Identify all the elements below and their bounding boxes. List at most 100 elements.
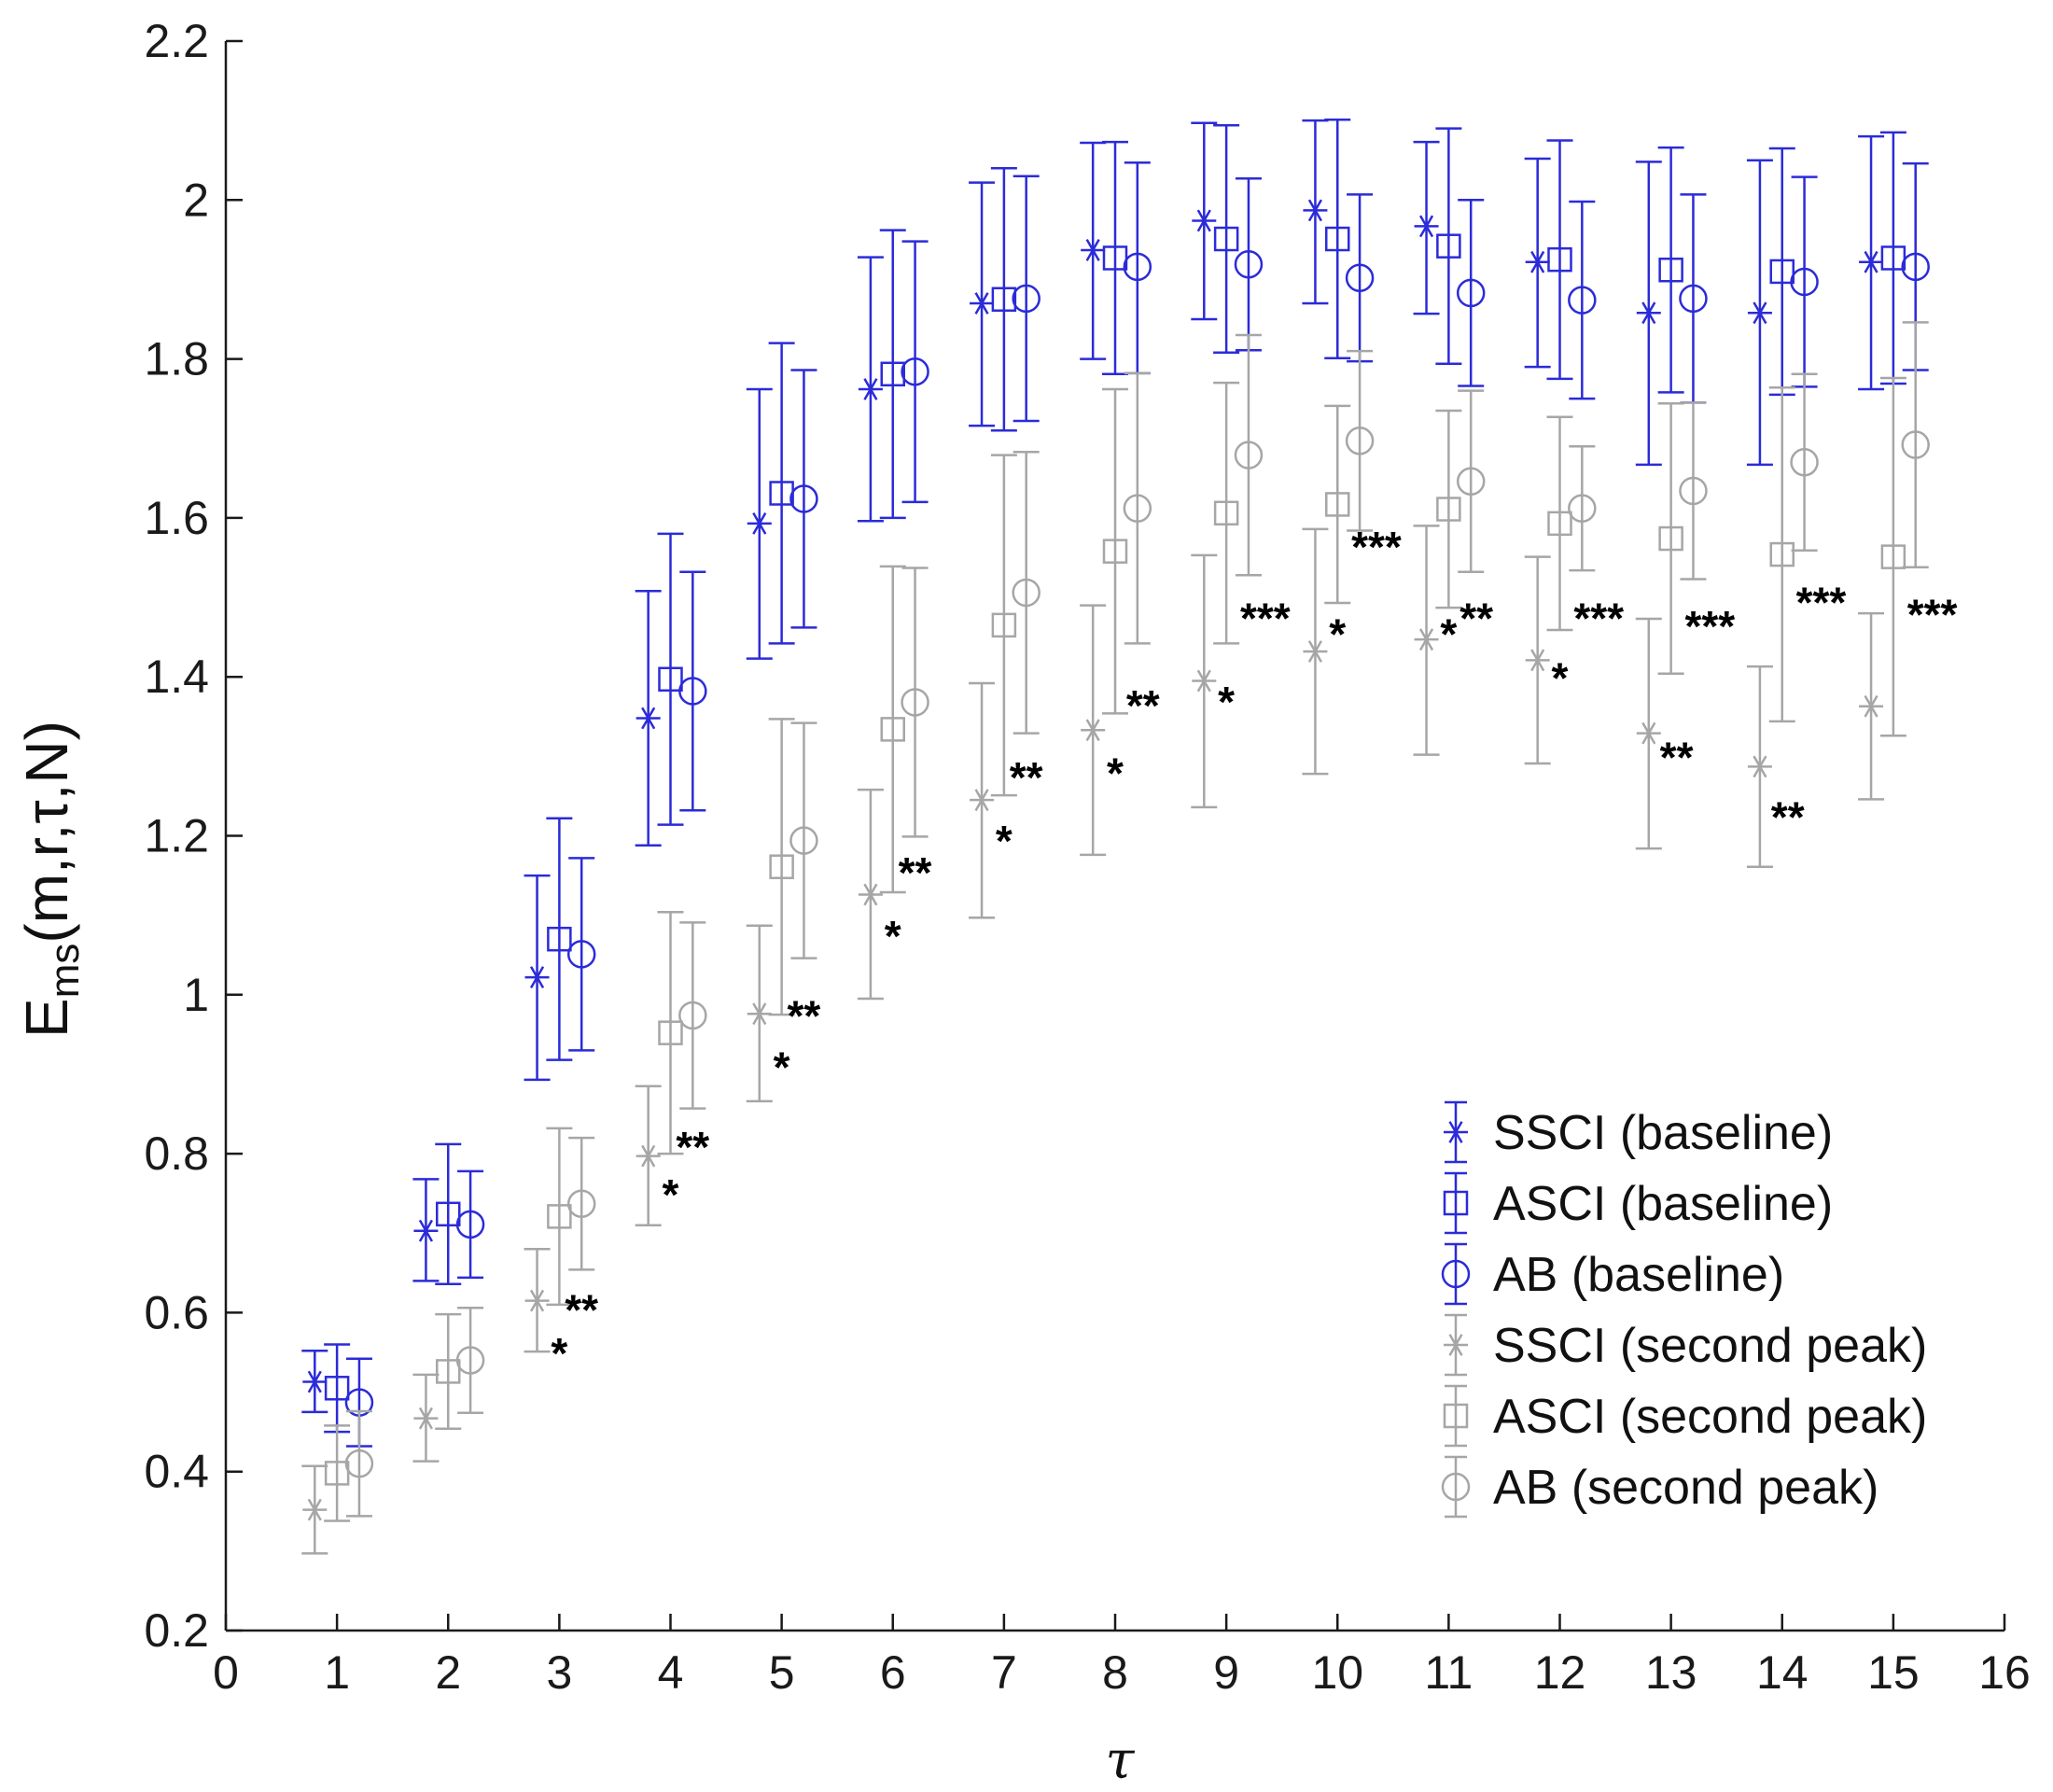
significance-marker: *: [663, 1170, 679, 1219]
marker-square: [324, 1461, 350, 1486]
marker-circle: [678, 1001, 707, 1030]
x-axis-label: τ: [1106, 1730, 1136, 1791]
marker-star: [747, 1002, 772, 1026]
marker-square: [1436, 497, 1461, 522]
marker-star: [1081, 239, 1106, 261]
significance-marker: *: [774, 1043, 790, 1092]
marker-circle: [678, 677, 707, 706]
marker-star: [747, 511, 772, 535]
x-tick-label: 10: [1311, 1646, 1363, 1699]
marker-circle: [566, 1189, 596, 1218]
marker-circle: [1345, 427, 1375, 455]
legend-entry: ASCI (baseline): [1443, 1171, 1833, 1235]
marker-square: [880, 717, 905, 742]
significance-marker: **: [1459, 595, 1493, 643]
significance-marker: **: [1660, 734, 1694, 782]
marker-star: [1859, 694, 1884, 718]
marker-star: [1414, 215, 1439, 238]
x-tick-label: 6: [880, 1646, 906, 1699]
marker-circle: [1568, 494, 1597, 523]
marker-star: [1414, 628, 1439, 651]
marker-circle: [1568, 286, 1597, 315]
marker-star: [524, 966, 550, 988]
x-tick-label: 4: [658, 1646, 684, 1699]
significance-marker: **: [899, 848, 932, 897]
significance-marker: **: [1010, 753, 1043, 802]
marker-star: [524, 1289, 550, 1312]
marker-square: [1658, 257, 1683, 283]
marker-circle: [1441, 1472, 1471, 1502]
marker-circle: [1679, 476, 1708, 506]
marker-star: [413, 1407, 439, 1430]
x-tick-label: 14: [1756, 1646, 1809, 1699]
significance-marker: ***: [1351, 523, 1402, 571]
marker-star: [1747, 301, 1772, 325]
marker-star: [1636, 301, 1661, 325]
marker-star: [1525, 250, 1550, 273]
marker-circle: [1790, 267, 1819, 297]
significance-marker: ***: [1684, 602, 1735, 651]
y-tick-label: 1.6: [144, 492, 209, 544]
marker-circle: [1901, 252, 1930, 282]
marker-circle: [901, 688, 929, 717]
marker-square: [1213, 226, 1239, 252]
y-tick-label: 0.2: [144, 1604, 209, 1657]
marker-star: [1192, 209, 1217, 232]
y-tick-label: 1.4: [144, 651, 209, 703]
marker-star: [1859, 250, 1884, 273]
marker-star: [302, 1370, 328, 1393]
marker-square: [658, 666, 683, 693]
legend-entry: AB (baseline): [1441, 1242, 1784, 1306]
marker-circle: [1012, 578, 1040, 608]
marker-circle: [1123, 494, 1152, 523]
y-tick-label: 0.8: [144, 1127, 209, 1180]
legend-label: SSCI (second peak): [1493, 1319, 1927, 1373]
marker-square: [991, 612, 1017, 638]
marker-star: [1303, 199, 1328, 222]
y-axis-label: Ems(m,r,τ,N): [13, 721, 88, 1038]
data-series: [301, 119, 1930, 1555]
series-ssci-second-peak: [301, 525, 1885, 1555]
significance-marker: **: [788, 991, 821, 1040]
marker-star: [1525, 649, 1550, 672]
marker-square: [324, 1376, 350, 1401]
marker-star: [1192, 669, 1217, 693]
marker-square: [658, 1020, 683, 1045]
significance-annotations: ************************** *** ***********…: [551, 523, 1957, 1378]
x-tick-label: 16: [1978, 1646, 2031, 1699]
significance-marker: ***: [1573, 595, 1624, 643]
significance-marker: ***: [1796, 579, 1847, 627]
y-tick-label: 1: [183, 969, 209, 1021]
x-tick-label: 1: [324, 1646, 350, 1699]
marker-circle: [1679, 284, 1708, 314]
legend-entry: SSCI (second peak): [1444, 1313, 1927, 1377]
y-tick-label: 2: [183, 174, 209, 226]
x-tick-label: 2: [435, 1646, 461, 1699]
legend-label: ASCI (baseline): [1493, 1177, 1833, 1231]
series-ssci-baseline: [301, 119, 1885, 1414]
significance-marker: *: [996, 817, 1013, 865]
marker-circle: [789, 826, 818, 855]
x-tick-label: 13: [1645, 1646, 1697, 1699]
x-tick-label: 3: [546, 1646, 572, 1699]
marker-square: [769, 854, 794, 879]
marker-star: [635, 707, 661, 730]
x-tick-label: 5: [769, 1646, 795, 1699]
marker-circle: [1234, 250, 1264, 279]
x-tick-label: 15: [1867, 1646, 1920, 1699]
series-asci-second-peak: [324, 376, 1906, 1522]
significance-marker: *: [885, 912, 901, 960]
marker-star: [1444, 1121, 1468, 1143]
x-tick-label: 8: [1102, 1646, 1128, 1699]
marker-square: [1547, 246, 1572, 273]
significance-marker: ***: [1907, 590, 1958, 638]
marker-star: [635, 1144, 661, 1168]
significance-marker: *: [1218, 678, 1235, 726]
marker-square: [880, 361, 905, 387]
marker-circle: [455, 1346, 485, 1375]
significance-marker: **: [676, 1123, 709, 1171]
legend: SSCI (baseline) ASCI (baseline) AB (baseli…: [1441, 1100, 1927, 1519]
marker-star: [970, 789, 995, 812]
significance-marker: *: [1440, 610, 1457, 659]
